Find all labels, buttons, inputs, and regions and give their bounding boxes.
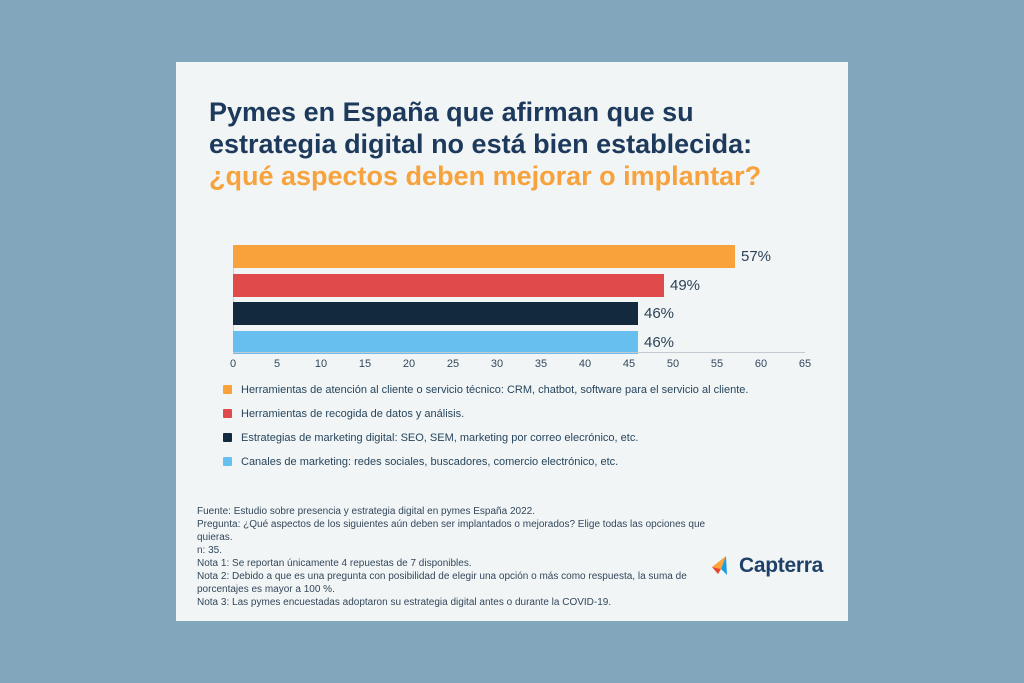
title-line-1: Pymes en España que afirman que su xyxy=(209,97,694,127)
note-line-1: Pregunta: ¿Qué aspectos de los siguiente… xyxy=(197,519,706,543)
x-tick-15: 15 xyxy=(358,358,372,370)
bar-1 xyxy=(233,274,664,297)
x-tick-50: 50 xyxy=(666,358,680,370)
x-tick-30: 30 xyxy=(490,358,504,370)
legend-swatch-icon-0 xyxy=(223,385,232,394)
bar-value-label-2: 46% xyxy=(644,305,675,322)
bar-row-1: 49% xyxy=(233,274,805,297)
x-tick-5: 5 xyxy=(273,358,281,370)
x-tick-65: 65 xyxy=(798,358,812,370)
note-line-0: Fuente: Estudio sobre presencia y estrat… xyxy=(197,506,535,517)
bar-value-label-1: 49% xyxy=(670,277,701,294)
legend-swatch-icon-2 xyxy=(223,433,232,442)
x-tick-45: 45 xyxy=(622,358,636,370)
bar-3 xyxy=(233,331,638,354)
legend-label-2: Estrategias de marketing digital: SEO, S… xyxy=(241,431,639,444)
y-axis-line xyxy=(233,245,234,352)
bar-row-3: 46% xyxy=(233,331,805,354)
bar-value-label-3: 46% xyxy=(644,334,675,351)
capterra-arrow-icon xyxy=(712,556,727,575)
bar-2 xyxy=(233,302,638,325)
bar-chart: 57% 49% 46% 46% 0 5 10 15 20 25 30 35 40 45 50 55 60 65 xyxy=(230,245,811,375)
legend-swatch-icon-1 xyxy=(223,409,232,418)
chart-legend: Herramientas de atención al cliente o se… xyxy=(223,384,748,480)
legend-label-3: Canales de marketing: redes sociales, bu… xyxy=(241,455,619,468)
legend-item-3: Canales de marketing: redes sociales, bu… xyxy=(223,455,748,468)
note-line-2: n: 35. xyxy=(197,545,223,556)
x-tick-35: 35 xyxy=(534,358,548,370)
bar-row-0: 57% xyxy=(233,245,805,268)
x-tick-40: 40 xyxy=(578,358,592,370)
bar-row-2: 46% xyxy=(233,302,805,325)
capterra-wordmark: Capterra xyxy=(739,554,823,577)
x-tick-0: 0 xyxy=(229,358,237,370)
legend-label-0: Herramientas de atención al cliente o se… xyxy=(241,383,749,396)
bar-value-label-0: 57% xyxy=(741,248,772,265)
x-tick-20: 20 xyxy=(402,358,416,370)
footnotes: Fuente: Estudio sobre presencia y estrat… xyxy=(197,505,721,609)
note-line-3: Nota 1: Se reportan únicamente 4 repuest… xyxy=(197,558,472,569)
chart-title: Pymes en España que afirman que su estra… xyxy=(209,96,761,192)
legend-item-0: Herramientas de atención al cliente o se… xyxy=(223,383,749,396)
note-line-5: Nota 3: Las pymes encuestadas adoptaron … xyxy=(197,597,612,608)
title-line-2: estrategia digital no está bien establec… xyxy=(209,129,753,159)
title-line-3-highlight: ¿qué aspectos deben mejorar o implantar? xyxy=(209,161,762,191)
bar-0 xyxy=(233,245,735,268)
legend-item-1: Herramientas de recogida de datos y anál… xyxy=(223,407,748,420)
legend-label-1: Herramientas de recogida de datos y anál… xyxy=(241,407,465,420)
capterra-logo: Capterra xyxy=(710,553,823,579)
x-tick-25: 25 xyxy=(446,358,460,370)
x-tick-55: 55 xyxy=(710,358,724,370)
x-tick-60: 60 xyxy=(754,358,768,370)
note-line-4: Nota 2: Debido a que es una pregunta con… xyxy=(197,571,687,595)
legend-swatch-icon-3 xyxy=(223,457,232,466)
x-axis-line xyxy=(233,352,805,353)
x-tick-10: 10 xyxy=(314,358,328,370)
legend-item-2: Estrategias de marketing digital: SEO, S… xyxy=(223,431,748,444)
infographic-card: Pymes en España que afirman que su estra… xyxy=(176,62,848,621)
